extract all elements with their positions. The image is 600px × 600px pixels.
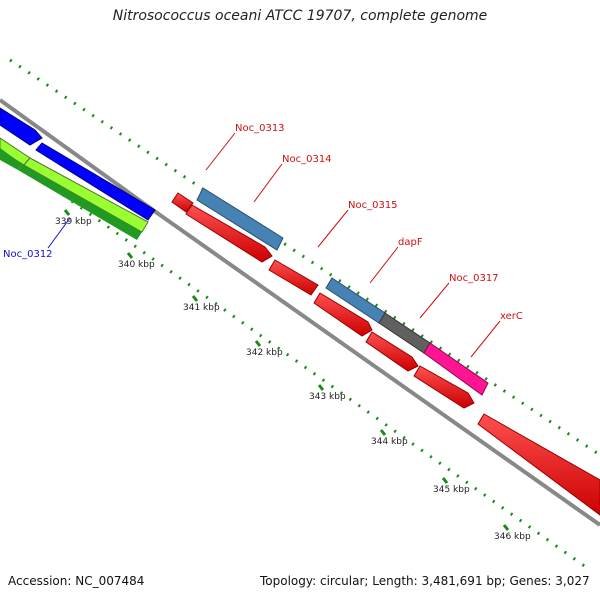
ruler-label: 341 kbp bbox=[183, 303, 220, 313]
gene-label-dapf: dapF bbox=[398, 237, 423, 248]
gene-label-noc_0313: Noc_0313 bbox=[235, 123, 285, 134]
gene-label-noc_0317: Noc_0317 bbox=[449, 273, 499, 284]
ruler-tick bbox=[63, 209, 71, 216]
backbone bbox=[0, 98, 600, 527]
ruler-tick bbox=[379, 429, 387, 436]
gene-leader-line bbox=[205, 132, 236, 171]
inner-dotted-track bbox=[0, 148, 591, 572]
ruler-label: 342 kbp bbox=[246, 348, 283, 358]
genome-summary-text: Topology: circular; Length: 3,481,691 bp… bbox=[260, 574, 590, 588]
ruler-label: 346 kbp bbox=[494, 532, 531, 542]
gene-leader-line bbox=[470, 320, 501, 358]
gene-leader-line bbox=[253, 163, 283, 203]
ruler-tick bbox=[191, 295, 199, 302]
gene-leader-line bbox=[317, 209, 349, 248]
gene-label-xerc: xerC bbox=[500, 311, 523, 322]
gene-label-noc_0312: Noc_0312 bbox=[3, 249, 53, 260]
gene-cds-row bbox=[196, 187, 489, 396]
gene-label-noc_0314: Noc_0314 bbox=[282, 154, 332, 165]
ruler-label: 343 kbp bbox=[309, 392, 346, 402]
map-title: Nitrosococcus oceani ATCC 19707, complet… bbox=[112, 8, 488, 24]
ruler-label: 345 kbp bbox=[433, 485, 470, 495]
ruler-label: 340 kbp bbox=[118, 260, 155, 270]
gene-leader-line bbox=[47, 217, 71, 249]
gene-labels: Noc_0312 Noc_0313 Noc_0314 Noc_0315 dapF Noc_… bbox=[3, 123, 523, 358]
ruler-tick bbox=[502, 524, 510, 531]
ruler-tick bbox=[317, 384, 325, 391]
ruler-tick bbox=[254, 340, 262, 347]
gene-red-row bbox=[171, 192, 600, 516]
ruler-label: 339 kbp bbox=[55, 217, 92, 227]
ruler-label: 344 kbp bbox=[371, 437, 408, 447]
gene-leader-line bbox=[369, 246, 399, 284]
outer-dotted-track bbox=[9, 58, 600, 457]
ruler: 339 kbp 340 kbp 341 kbp 342 kbp 343 kbp 344 k… bbox=[55, 209, 531, 542]
ruler-tick bbox=[441, 477, 449, 484]
accession-text: Accession: NC_007484 bbox=[8, 574, 145, 588]
ruler-tick bbox=[126, 252, 134, 259]
gene-label-noc_0315: Noc_0315 bbox=[348, 200, 398, 211]
gene-block-left bbox=[0, 107, 156, 240]
gene-leader-line bbox=[419, 282, 450, 319]
